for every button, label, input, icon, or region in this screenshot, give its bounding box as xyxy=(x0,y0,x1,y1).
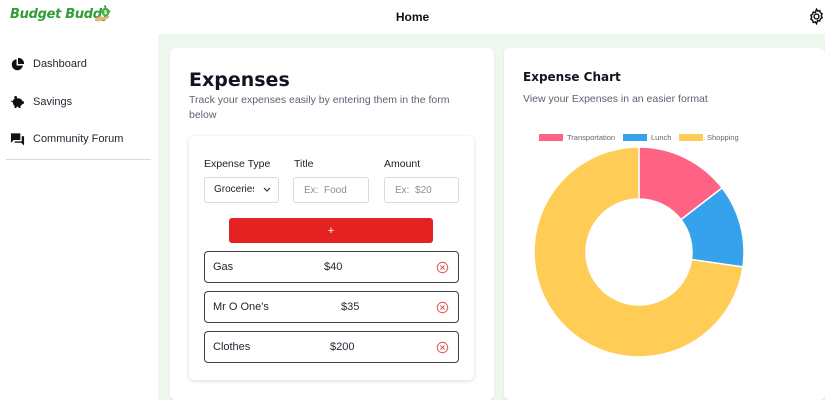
sidebar-divider xyxy=(6,159,151,160)
sidebar-item-label: Savings xyxy=(33,96,73,108)
sidebar-item-dashboard[interactable]: Dashboard xyxy=(10,52,150,76)
gear-icon[interactable] xyxy=(808,8,825,25)
legend-label: Transportation xyxy=(567,132,616,142)
title-input[interactable] xyxy=(293,177,369,203)
delete-circle-icon[interactable] xyxy=(436,341,449,354)
page-title: Home xyxy=(395,10,430,24)
expense-amount: $200 xyxy=(330,341,355,353)
expense-type-select[interactable]: Groceries xyxy=(204,177,279,203)
legend-swatch xyxy=(679,133,703,141)
pie-chart-icon xyxy=(11,57,25,70)
expense-type-label: Expense Type xyxy=(204,158,271,170)
sidebar-item-community-forum[interactable]: Community Forum xyxy=(10,127,150,151)
piggy-bank-icon xyxy=(10,95,24,108)
brand-logo-text[interactable]: Budget Buddy xyxy=(10,7,110,22)
expenses-subtitle: Track your expenses easily by entering t… xyxy=(189,94,450,121)
delete-circle-icon[interactable] xyxy=(436,301,449,314)
chart-subtitle: View your Expenses in an easier format xyxy=(523,93,708,105)
legend-label: Shopping xyxy=(707,132,739,142)
chevron-down-icon xyxy=(263,187,271,192)
legend-item-lunch[interactable]: Lunch xyxy=(623,131,671,143)
sidebar-item-label: Community Forum xyxy=(33,133,124,145)
sidebar-item-savings[interactable]: Savings xyxy=(10,90,150,114)
sidebar-item-label: Dashboard xyxy=(33,58,87,70)
amount-label: Amount xyxy=(384,158,421,170)
expenses-title: Expenses xyxy=(189,69,290,91)
top-bar: Budget Buddy $ Home xyxy=(0,0,825,34)
legend-item-shopping[interactable]: Shopping xyxy=(679,131,739,143)
forum-icon xyxy=(10,132,25,146)
donut-slice-shopping[interactable] xyxy=(533,146,744,358)
money-bag-icon: $ xyxy=(95,5,110,22)
legend-item-transportation[interactable]: Transportation xyxy=(539,131,615,143)
svg-text:$: $ xyxy=(104,10,108,16)
legend-swatch xyxy=(539,133,563,141)
expense-donut-chart xyxy=(533,146,745,358)
chart-title: Expense Chart xyxy=(523,70,621,84)
expense-row: Gas $40 xyxy=(204,251,459,283)
legend-label: Lunch xyxy=(651,132,672,142)
expense-type-value: Groceries xyxy=(214,184,254,195)
expense-name: Gas xyxy=(213,261,234,273)
expense-row: Mr O One's $35 xyxy=(204,291,459,323)
add-expense-button[interactable]: + xyxy=(229,218,433,243)
expense-name: Mr O One's xyxy=(213,301,269,313)
expense-amount: $35 xyxy=(341,301,360,313)
expense-name: Clothes xyxy=(213,341,251,353)
legend-swatch xyxy=(623,133,647,141)
delete-circle-icon[interactable] xyxy=(436,261,449,274)
amount-input[interactable] xyxy=(384,177,459,203)
expense-row: Clothes $200 xyxy=(204,331,459,363)
title-label: Title xyxy=(294,158,314,170)
expense-amount: $40 xyxy=(324,261,343,273)
sidebar: Dashboard Savings Community Forum xyxy=(0,34,158,400)
